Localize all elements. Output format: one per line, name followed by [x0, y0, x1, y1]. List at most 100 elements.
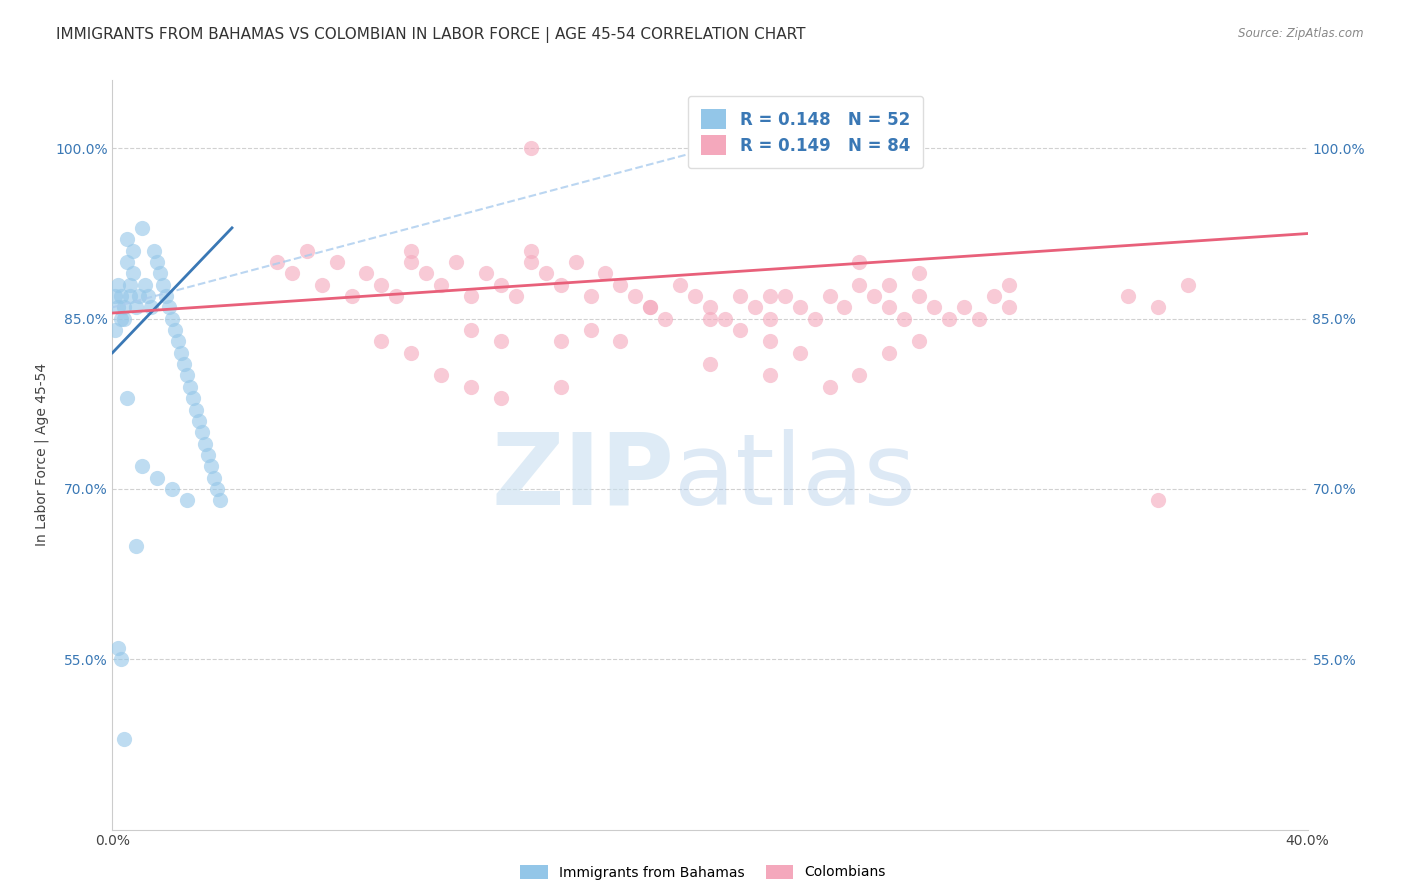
Point — [520, 244, 543, 258]
Point — [803, 311, 825, 326]
Point — [281, 266, 304, 280]
Point — [759, 334, 782, 349]
Point — [683, 289, 706, 303]
Point — [460, 323, 482, 337]
Point — [134, 277, 156, 292]
Point — [120, 277, 142, 292]
Point — [179, 380, 201, 394]
Point — [167, 334, 190, 349]
Point — [295, 244, 318, 258]
Point — [699, 357, 721, 371]
Point — [640, 301, 662, 315]
Point — [125, 539, 148, 553]
Point — [520, 255, 543, 269]
Point — [489, 277, 512, 292]
Point — [489, 391, 512, 405]
Point — [401, 255, 423, 269]
Text: ZIP: ZIP — [491, 429, 675, 526]
Point — [714, 311, 737, 326]
Point — [430, 277, 453, 292]
Point — [155, 289, 177, 303]
Point — [983, 289, 1005, 303]
Point — [550, 334, 572, 349]
Point — [744, 301, 766, 315]
Point — [122, 244, 145, 258]
Point — [938, 311, 960, 326]
Point — [162, 482, 183, 496]
Point — [475, 266, 498, 280]
Point — [146, 255, 169, 269]
Point — [759, 311, 782, 326]
Point — [1118, 289, 1140, 303]
Point — [609, 334, 631, 349]
Point — [152, 277, 174, 292]
Point — [370, 334, 392, 349]
Text: IMMIGRANTS FROM BAHAMAS VS COLOMBIAN IN LABOR FORCE | AGE 45-54 CORRELATION CHAR: IMMIGRANTS FROM BAHAMAS VS COLOMBIAN IN … — [56, 27, 806, 43]
Point — [191, 425, 214, 440]
Point — [759, 289, 782, 303]
Point — [165, 323, 187, 337]
Point — [176, 368, 198, 383]
Point — [908, 334, 931, 349]
Point — [998, 301, 1021, 315]
Point — [699, 301, 721, 315]
Point — [595, 266, 617, 280]
Point — [444, 255, 467, 269]
Point — [149, 266, 172, 280]
Point — [1177, 277, 1199, 292]
Point — [173, 357, 195, 371]
Point — [114, 731, 135, 746]
Point — [110, 289, 132, 303]
Point — [209, 493, 232, 508]
Legend: Immigrants from Bahamas, Colombians: Immigrants from Bahamas, Colombians — [515, 859, 891, 885]
Point — [505, 289, 527, 303]
Point — [550, 380, 572, 394]
Point — [340, 289, 363, 303]
Legend: R = 0.148   N = 52, R = 0.149   N = 84: R = 0.148 N = 52, R = 0.149 N = 84 — [688, 96, 924, 168]
Point — [176, 493, 198, 508]
Point — [728, 323, 751, 337]
Point — [848, 277, 870, 292]
Point — [197, 448, 219, 462]
Point — [110, 652, 132, 666]
Point — [654, 311, 676, 326]
Point — [489, 334, 512, 349]
Point — [125, 301, 148, 315]
Point — [141, 301, 163, 315]
Y-axis label: In Labor Force | Age 45-54: In Labor Force | Age 45-54 — [35, 363, 49, 547]
Point — [430, 368, 453, 383]
Point — [385, 289, 408, 303]
Point — [564, 255, 586, 269]
Point — [181, 391, 204, 405]
Point — [669, 277, 692, 292]
Point — [908, 266, 931, 280]
Point — [953, 301, 976, 315]
Point — [117, 232, 139, 246]
Point — [104, 289, 127, 303]
Point — [401, 244, 423, 258]
Point — [356, 266, 378, 280]
Point — [893, 311, 915, 326]
Point — [311, 277, 333, 292]
Point — [202, 470, 225, 484]
Point — [143, 244, 166, 258]
Point — [922, 301, 945, 315]
Point — [640, 301, 662, 315]
Point — [415, 266, 437, 280]
Point — [550, 277, 572, 292]
Point — [138, 289, 160, 303]
Point — [107, 277, 129, 292]
Point — [579, 289, 602, 303]
Point — [107, 301, 129, 315]
Point — [200, 459, 222, 474]
Point — [863, 289, 886, 303]
Point — [128, 289, 150, 303]
Point — [728, 289, 751, 303]
Point — [370, 277, 392, 292]
Point — [520, 141, 543, 155]
Point — [325, 255, 347, 269]
Point — [460, 289, 482, 303]
Point — [107, 640, 129, 655]
Text: atlas: atlas — [675, 429, 915, 526]
Point — [848, 368, 870, 383]
